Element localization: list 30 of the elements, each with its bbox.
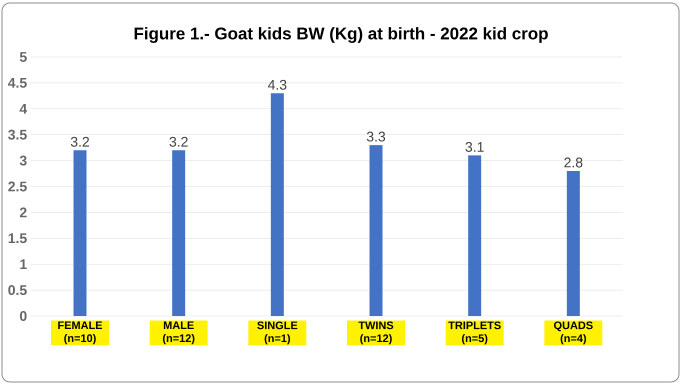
y-tick-label: 0 [20,311,27,321]
bar [270,93,284,316]
x-tick-label: FEMALE (n=10) [58,321,102,344]
x-tick-label: QUADS (n=4) [554,321,593,344]
x-tick-label: SINGLE (n=1) [257,321,298,344]
y-tick-label: 5 [20,52,27,62]
y-tick-label: 2 [20,208,27,218]
data-label: 3.2 [70,136,90,147]
bar [566,170,580,316]
y-tick-label: 2.5 [8,182,27,192]
y-tick-label: 4 [20,104,28,114]
data-label: 3.3 [366,132,386,142]
y-tick-label: 1 [20,259,27,269]
bar [370,145,383,316]
data-label: 4.3 [268,80,286,90]
data-label: 3.1 [466,142,484,152]
y-tick-label: 4.5 [8,78,27,88]
x-tick-label: TRIPLETS (n=5) [448,321,501,344]
bar [74,150,87,316]
y-tick-label: 1.5 [8,233,27,244]
x-tick-label: TWINS (n=12) [358,321,394,344]
y-tick-label: 3 [20,156,27,166]
data-label: 3.2 [170,136,188,147]
bar [468,155,482,316]
data-label: 2.8 [564,158,582,168]
bar [172,150,186,316]
chart-title: Figure 1.- Goat kids BW (Kg) at birth - 2022 kid crop [134,27,548,43]
y-tick-label: 0.5 [8,285,27,296]
x-tick-label: MALE (n=12) [162,321,194,344]
y-tick-label: 3.5 [8,130,27,140]
